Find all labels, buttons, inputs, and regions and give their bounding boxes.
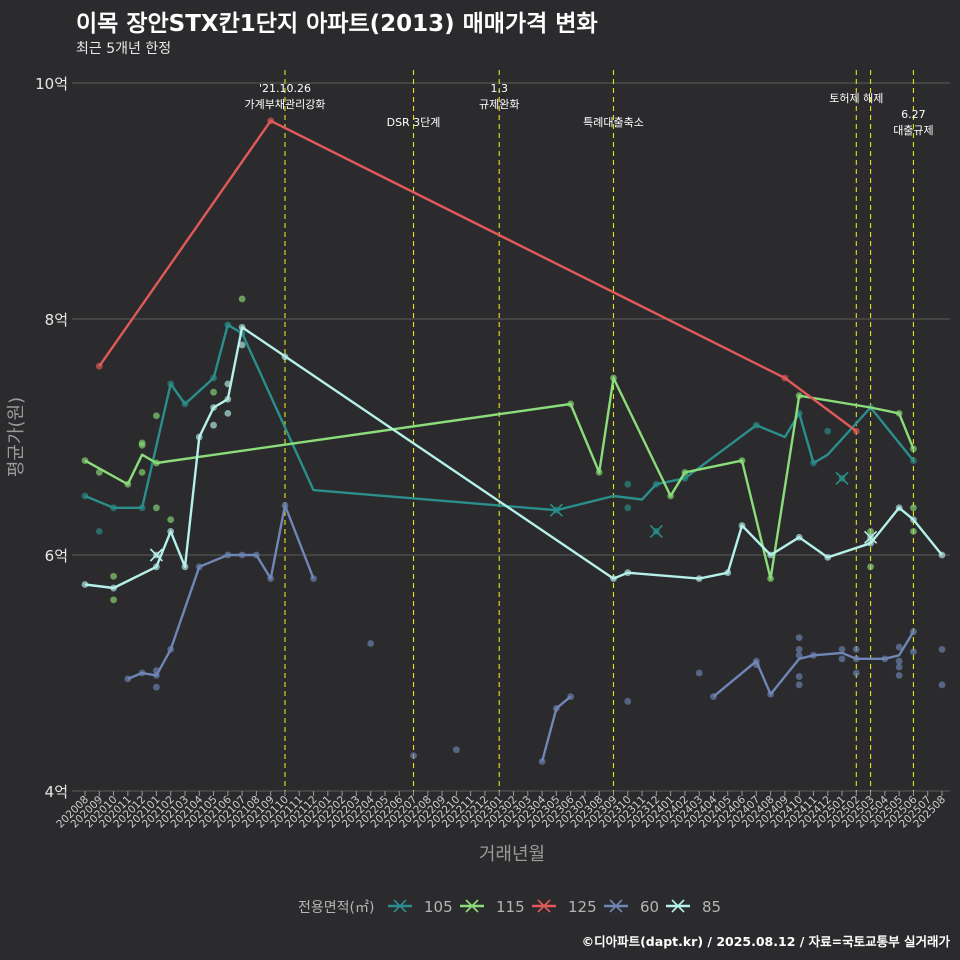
data-point	[867, 528, 874, 535]
data-point	[238, 295, 246, 303]
series-line	[84, 323, 915, 512]
series-line	[540, 695, 572, 762]
data-point	[895, 671, 903, 679]
data-point	[795, 634, 803, 641]
grid-lines	[72, 82, 950, 792]
data-point	[895, 643, 903, 651]
event-label: 토허제 해제	[829, 91, 883, 105]
event-label: '21.10.26	[259, 82, 311, 95]
legend-swatch-cross	[393, 899, 407, 913]
x-tick-labels: 2020082020092020102020112020122021012021…	[54, 791, 948, 830]
data-point	[852, 669, 860, 677]
y-tick-labels: 4억 6억 8억 10억	[35, 75, 68, 801]
data-point	[867, 563, 874, 571]
legend-label: 115	[496, 898, 525, 916]
data-point	[410, 752, 417, 759]
event-label: 규제완화	[479, 98, 519, 111]
series-60	[124, 502, 946, 765]
y-tick-label: 10억	[35, 75, 68, 93]
legend-swatch-cross	[671, 899, 685, 913]
legend-swatch-cross	[537, 899, 551, 913]
chart-title: 이목 장안STX칸1단지 아파트(2013) 매매가격 변화	[76, 11, 598, 37]
x-axis-label: 거래년월	[479, 844, 545, 865]
data-point	[224, 410, 232, 417]
legend-label: 60	[640, 898, 659, 916]
chart-subtitle: 최근 5개년 한정	[76, 41, 172, 57]
series-line	[98, 119, 858, 433]
data-point	[910, 528, 917, 535]
y-tick-label: 6억	[45, 547, 68, 565]
data-point	[138, 441, 146, 449]
data-point	[895, 657, 903, 665]
series-125	[95, 117, 860, 435]
legend-swatch-cross	[465, 899, 479, 913]
data-point	[838, 646, 846, 653]
data-point	[624, 504, 632, 512]
data-point	[238, 341, 246, 349]
data-point	[895, 663, 903, 671]
legend: 전용면적(㎡) 105 115 125 60 85	[298, 898, 721, 916]
legend-item: 125	[532, 898, 597, 916]
data-point	[795, 681, 803, 689]
legend-item: 105	[388, 898, 453, 916]
data-point	[624, 697, 632, 705]
data-point	[367, 640, 375, 647]
data-point	[110, 596, 117, 604]
series-line	[712, 631, 915, 698]
data-point	[838, 655, 846, 663]
cross-marker	[549, 503, 563, 517]
y-axis-label: 평균가(원)	[6, 397, 27, 477]
data-point	[624, 480, 632, 488]
data-point	[795, 651, 803, 659]
data-point	[938, 681, 946, 689]
series-85	[81, 323, 946, 592]
legend-item: 85	[666, 898, 721, 916]
legend-item: 115	[460, 898, 525, 916]
y-tick-label: 4억	[45, 783, 68, 801]
series-115	[81, 295, 917, 604]
series-group	[81, 117, 946, 765]
legend-label: 125	[568, 898, 597, 916]
cross-marker	[835, 471, 849, 485]
legend-label: 85	[702, 898, 721, 916]
data-point	[210, 421, 217, 429]
series-105	[81, 321, 917, 538]
legend-swatch-cross	[609, 899, 623, 913]
cross-marker	[864, 530, 878, 544]
data-point	[795, 646, 803, 653]
event-label: DSR 3단계	[387, 116, 441, 129]
data-point	[110, 572, 117, 580]
series-line	[84, 376, 915, 580]
event-label: 가계부채관리강화	[244, 98, 325, 111]
event-label: 특례대출축소	[583, 116, 644, 129]
data-point	[153, 504, 160, 512]
series-line	[84, 326, 943, 590]
legend-label: 105	[424, 898, 453, 916]
source-caption: ©디아파트(dapt.kr) / 2025.08.12 / 자료=국토교통부 실…	[581, 934, 950, 949]
data-point	[824, 427, 832, 435]
data-point	[852, 646, 860, 653]
data-point	[95, 528, 103, 535]
legend-item: 60	[604, 898, 659, 916]
data-point	[695, 669, 703, 677]
data-point	[452, 746, 460, 754]
data-point	[210, 388, 217, 396]
legend-title: 전용면적(㎡)	[298, 900, 374, 916]
cross-marker	[649, 524, 663, 538]
data-point	[153, 412, 160, 420]
data-point	[910, 504, 917, 512]
event-label: 6.27	[901, 108, 926, 121]
y-tick-label: 8억	[45, 311, 68, 329]
data-point	[167, 516, 175, 523]
data-point	[138, 469, 146, 476]
event-label: 대출규제	[893, 124, 933, 137]
data-point	[938, 646, 946, 653]
event-label: 1.3	[490, 82, 508, 95]
data-point	[910, 648, 917, 656]
data-point	[153, 683, 160, 691]
data-point	[795, 673, 803, 680]
series-line	[127, 504, 315, 681]
cross-marker	[149, 548, 163, 562]
